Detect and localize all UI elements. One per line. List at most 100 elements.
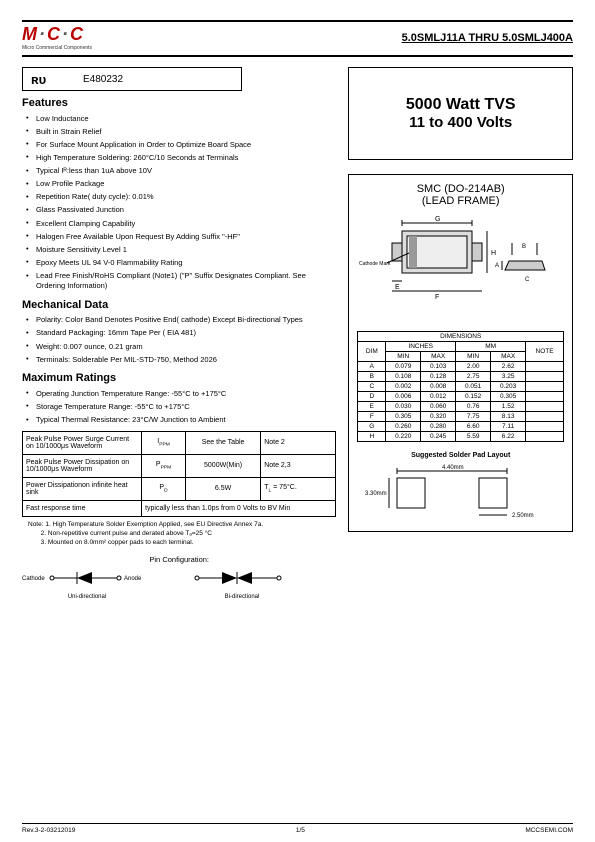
cell	[526, 372, 564, 382]
rating-item: Typical Thermal Resistance: 23°C/W Junct…	[26, 414, 336, 427]
header: M·C·C Micro Commercial Components 5.0SML…	[22, 24, 573, 57]
table-row: B0.1080.1282.753.25	[358, 372, 564, 382]
table-row: D0.0060.0120.1520.305	[358, 392, 564, 402]
note-label: Note:	[28, 521, 44, 528]
cell	[526, 402, 564, 412]
cell: Note 2,3	[261, 454, 336, 477]
col-max: MAX	[491, 352, 526, 362]
cell: Peak Pulse Power Dissipation on 10/1000μ…	[23, 454, 142, 477]
feature-item: Glass Passivated Junction	[26, 204, 336, 217]
right-column: 5000 Watt TVS 11 to 400 Volts SMC (DO-21…	[348, 67, 573, 600]
table-row: Peak Pulse Power Surge Current on 10/100…	[23, 431, 336, 454]
package-title: SMC (DO-214AB) (LEAD FRAME)	[357, 183, 564, 207]
feature-item: Excellent Clamping Capability	[26, 217, 336, 230]
part-range: 5.0SMLJ11A THRU 5.0SMLJ400A	[402, 32, 573, 44]
footer-page: 1/5	[296, 827, 305, 834]
table-row: E0.0300.0600.761.52	[358, 402, 564, 412]
svg-text:ʀᴜ: ʀᴜ	[31, 72, 47, 86]
cell: 0.108	[386, 372, 421, 382]
svg-text:2.50mm: 2.50mm	[512, 513, 534, 519]
cert-number: E480232	[83, 74, 123, 85]
logo-block: M·C·C Micro Commercial Components	[22, 24, 92, 51]
cell: 0.280	[421, 422, 456, 432]
cell: H	[358, 432, 386, 442]
logo-subtitle: Micro Commercial Components	[22, 45, 92, 51]
ratings-table: Peak Pulse Power Surge Current on 10/100…	[22, 431, 336, 517]
feature-item: Repetition Rate( duty cycle): 0.01%	[26, 191, 336, 204]
cell: TL = 75°C.	[261, 477, 336, 500]
cell: 0.012	[421, 392, 456, 402]
table-row: DIMENSIONS	[358, 332, 564, 342]
svg-text:4.40mm: 4.40mm	[442, 465, 464, 471]
svg-text:A: A	[495, 263, 499, 269]
features-heading: Features	[22, 97, 336, 109]
cell: C	[358, 382, 386, 392]
table-row: A0.0790.1032.002.62	[358, 362, 564, 372]
svg-text:C: C	[525, 277, 530, 283]
dimensions-table: DIMENSIONS DIM INCHES MM NOTE MINMAX MIN…	[357, 331, 564, 442]
package-drawing: G H E F Cathode Mark A C	[357, 213, 564, 323]
cell: 5.59	[456, 432, 491, 442]
cell: 0.079	[386, 362, 421, 372]
cell: 2.62	[491, 362, 526, 372]
cell: 0.103	[421, 362, 456, 372]
col-min: MIN	[456, 352, 491, 362]
feature-item: Moisture Sensitivity Level 1	[26, 243, 336, 256]
cell	[526, 382, 564, 392]
cell: PD	[142, 477, 186, 500]
col-max: MAX	[421, 352, 456, 362]
solder-drawing: 4.40mm 3.30mm 2.50mm	[357, 463, 564, 523]
pin-config-heading: Pin Configuration:	[22, 555, 336, 564]
svg-text:Cathode: Cathode	[22, 576, 45, 582]
cell: Power Dissipationon infinite heat sink	[23, 477, 142, 500]
cell: Fast response time	[23, 500, 142, 516]
svg-text:B: B	[522, 244, 526, 250]
bi-diode: Bi-directional	[192, 570, 292, 600]
pkg-title-2: (LEAD FRAME)	[422, 195, 500, 207]
page: M·C·C Micro Commercial Components 5.0SML…	[0, 0, 595, 615]
cell: 0.320	[421, 412, 456, 422]
solder-svg: 4.40mm 3.30mm 2.50mm	[357, 463, 547, 523]
diode-icon	[192, 570, 292, 592]
cell: 0.203	[491, 382, 526, 392]
table-row: F0.3050.3207.758.13	[358, 412, 564, 422]
feature-item: Low Inductance	[26, 112, 336, 125]
max-ratings-list: Operating Junction Temperature Range: -5…	[22, 387, 336, 426]
notes: Note: 1. High Temperature Solder Exempti…	[22, 520, 336, 547]
diode-row: Cathode Anode Uni-directional	[22, 570, 336, 600]
cell: 7.75	[456, 412, 491, 422]
svg-text:Cathode Mark: Cathode Mark	[359, 261, 391, 267]
cell: 7.11	[491, 422, 526, 432]
feature-item: High Temperature Soldering: 260°C/10 Sec…	[26, 151, 336, 164]
cell: 0.006	[386, 392, 421, 402]
svg-text:E: E	[395, 284, 400, 291]
cell: typically less than 1.0ps from 0 Volts t…	[142, 500, 336, 516]
feature-item: Low Profile Package	[26, 178, 336, 191]
cell: 0.008	[421, 382, 456, 392]
col-note: NOTE	[526, 342, 564, 362]
cell: G	[358, 422, 386, 432]
cell: 8.13	[491, 412, 526, 422]
cert-box: ʀᴜ E480232	[22, 67, 242, 91]
cell: D	[358, 392, 386, 402]
cell: 1.52	[491, 402, 526, 412]
mech-item: Weight: 0.007 ounce, 0.21 gram	[26, 340, 336, 353]
cell: 0.245	[421, 432, 456, 442]
cell: 6.22	[491, 432, 526, 442]
footer-rev: Rev.3-2-03212019	[22, 827, 75, 834]
cell: 0.002	[386, 382, 421, 392]
cell: 2.75	[456, 372, 491, 382]
cell: B	[358, 372, 386, 382]
cell: 0.060	[421, 402, 456, 412]
col-inches: INCHES	[386, 342, 456, 352]
cell: See the Table	[185, 431, 260, 454]
svg-text:3.30mm: 3.30mm	[365, 491, 387, 497]
svg-text:H: H	[491, 250, 496, 257]
cell: 0.305	[386, 412, 421, 422]
cell: 2.00	[456, 362, 491, 372]
feature-item: Built in Strain Relief	[26, 125, 336, 138]
feature-item: Halogen Free Available Upon Request By A…	[26, 230, 336, 243]
mechanical-list: Polarity: Color Band Denotes Positive En…	[22, 314, 336, 367]
bi-label: Bi-directional	[192, 594, 292, 600]
features-list: Low Inductance Built in Strain Relief Fo…	[22, 112, 336, 293]
